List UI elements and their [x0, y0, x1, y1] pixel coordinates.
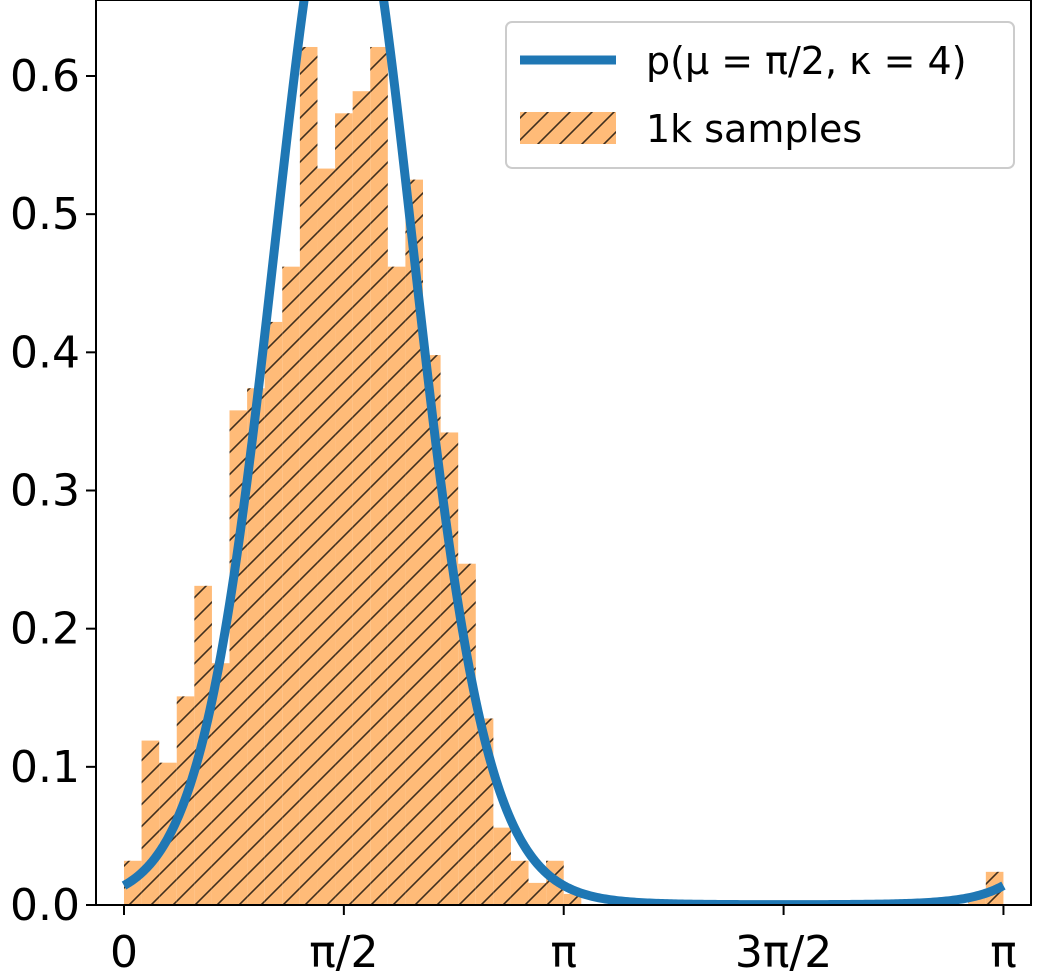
- legend-label-density: p(μ = π/2, κ = 4): [646, 39, 967, 83]
- histogram-bar: [282, 266, 300, 905]
- histogram-bar-hatch: [264, 321, 283, 905]
- x-tick-label: π: [990, 927, 1017, 978]
- histogram-bar: [211, 663, 230, 905]
- x-tick-label: 3π/2: [735, 927, 832, 978]
- histogram-bar: [510, 860, 529, 905]
- y-tick-label: 0.6: [10, 51, 80, 102]
- histogram-bar-hatch: [317, 168, 336, 905]
- legend: p(μ = π/2, κ = 4) 1k samples: [505, 21, 1015, 169]
- histogram-bar: [493, 827, 511, 905]
- y-tick-label: 0.0: [10, 880, 80, 931]
- y-tick-label: 0.1: [10, 742, 80, 793]
- legend-label-samples: 1k samples: [646, 107, 862, 151]
- histogram-bar: [387, 266, 406, 905]
- histogram-bar-hatch: [423, 355, 441, 905]
- histogram-bar: [335, 113, 353, 905]
- x-tick-label: 0: [110, 927, 138, 978]
- y-tick-label: 0.2: [10, 604, 80, 655]
- y-tick-label: 0.5: [10, 189, 80, 240]
- histogram-bar-hatch: [510, 860, 529, 905]
- histogram-bar: [247, 388, 265, 905]
- histogram-bar-hatch: [528, 882, 547, 905]
- histogram-bar-hatch: [211, 663, 230, 905]
- histogram-bar: [528, 882, 547, 905]
- histogram-bar: [370, 46, 388, 905]
- histogram-bar-hatch: [141, 740, 160, 905]
- histogram-bar-hatch: [282, 266, 300, 905]
- histogram-bars: [123, 46, 1004, 905]
- histogram-bar: [405, 179, 424, 905]
- histogram-bar-hatch: [493, 827, 511, 905]
- histogram-bar: [141, 740, 160, 905]
- x-tick-label: π: [550, 927, 577, 978]
- histogram-bar-hatch: [335, 113, 353, 905]
- histogram-bar-hatch: [247, 388, 265, 905]
- histogram-bar-hatch: [563, 893, 582, 905]
- histogram-bar-hatch: [405, 179, 424, 905]
- histogram-bar-hatch: [352, 91, 371, 905]
- histogram-bar: [423, 355, 441, 905]
- histogram-bar-hatch: [299, 46, 318, 905]
- histogram-bar: [352, 91, 371, 905]
- histogram-bar: [563, 893, 582, 905]
- legend-hatch-swatch: [520, 112, 616, 144]
- histogram-bar-hatch: [387, 266, 406, 905]
- y-tick-label: 0.3: [10, 465, 80, 516]
- x-tick-label: π/2: [309, 927, 378, 978]
- histogram-bar: [299, 46, 318, 905]
- histogram-bar: [317, 168, 336, 905]
- legend-frame: [505, 21, 1015, 169]
- y-tick-label: 0.4: [10, 327, 80, 378]
- y-axis: 0.0 0.1 0.2 0.3 0.4 0.5 0.6: [10, 51, 96, 931]
- histogram-bar: [264, 321, 283, 905]
- x-axis: 0 π/2 π 3π/2 π: [110, 905, 1017, 978]
- histogram-bar-hatch: [370, 46, 388, 905]
